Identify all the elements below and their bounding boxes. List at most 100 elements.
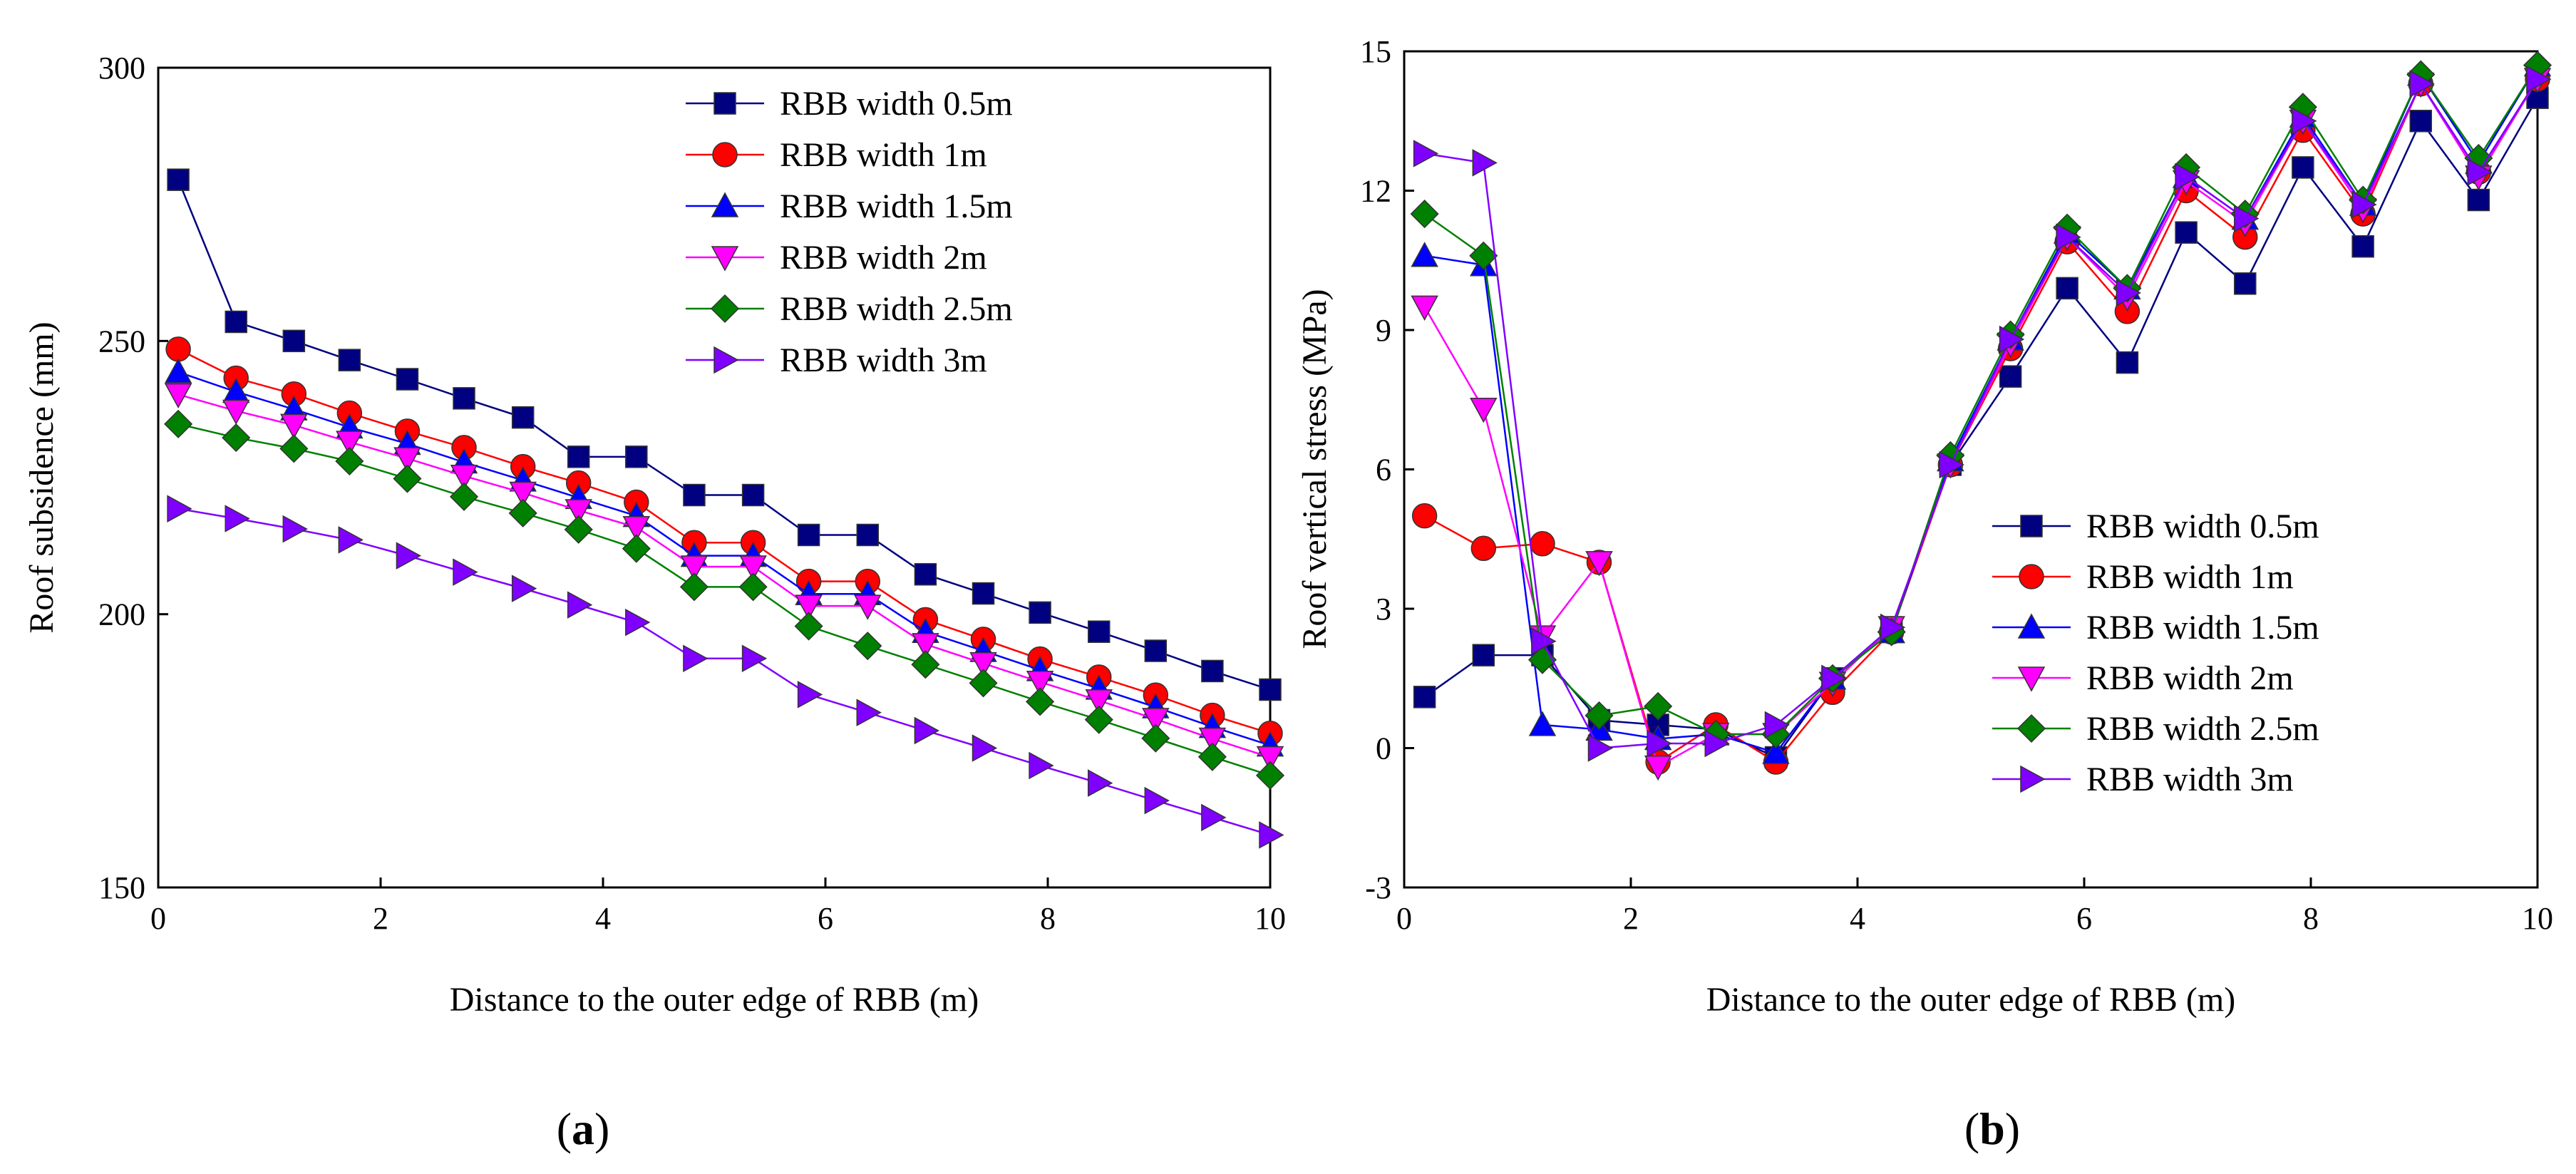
- data-point: [741, 644, 768, 673]
- x-tick-label: 4: [595, 901, 611, 936]
- data-point: [1764, 711, 1791, 739]
- series-rbb-width-2.5m: [164, 409, 1285, 790]
- data-point: [683, 483, 706, 507]
- data-point: [2116, 279, 2141, 307]
- data-point: [2467, 188, 2490, 212]
- series-layer-b: [1410, 51, 2552, 781]
- data-point: [1411, 503, 1438, 529]
- series-layer-a: [164, 168, 1285, 849]
- data-point: [1085, 689, 1113, 715]
- data-point: [1141, 724, 1170, 753]
- legend-entry: RBB width 2.5m: [1992, 710, 2319, 748]
- legend-label: RBB width 3m: [2086, 761, 2294, 798]
- data-point: [335, 446, 364, 476]
- legend-entry: RBB width 1m: [686, 136, 987, 174]
- data-point: [1088, 769, 1113, 797]
- data-point: [1472, 149, 1498, 177]
- legend-label: RBB width 2.5m: [780, 290, 1013, 328]
- data-point: [1029, 751, 1054, 780]
- data-point: [1256, 746, 1284, 772]
- data-point: [1999, 325, 2025, 354]
- data-point: [856, 699, 882, 726]
- data-point: [282, 329, 306, 353]
- legend-b: RBB width 0.5m RBB width 1m RBB width 1.5m…: [1992, 508, 2319, 798]
- plot-frame-a: [157, 66, 1272, 889]
- data-point: [2526, 65, 2552, 93]
- data-point: [453, 387, 475, 410]
- data-point: [914, 716, 939, 745]
- legend-entry: RBB width 0.5m: [686, 85, 1013, 123]
- data-point: [1026, 687, 1055, 716]
- x-tick-label: 6: [818, 901, 833, 936]
- data-point: [794, 612, 823, 641]
- data-point: [164, 409, 193, 438]
- data-point: [1587, 734, 1614, 762]
- data-point: [1470, 535, 1497, 562]
- legend-label: RBB width 0.5m: [780, 85, 1013, 123]
- y-tick-label: 12: [1360, 174, 1391, 209]
- data-point: [2409, 70, 2435, 98]
- data-point: [680, 555, 709, 581]
- data-point: [625, 608, 651, 637]
- legend-a: RBB width 0.5m RBB width 1m RBB width 1.5m…: [686, 85, 1013, 379]
- data-point: [797, 681, 823, 709]
- data-point: [393, 447, 421, 473]
- data-point: [2056, 277, 2078, 300]
- legend-entry: RBB width 1m: [1992, 558, 2294, 596]
- legend-marker: [711, 246, 739, 272]
- data-point: [2409, 110, 2432, 133]
- data-point: [2175, 163, 2200, 191]
- series-rbb-width-2m: [164, 383, 1284, 772]
- x-axis-label-b: Distance to the outer edge of RBB (m): [1706, 981, 2235, 1019]
- legend-marker: [712, 142, 738, 168]
- data-point: [564, 515, 593, 544]
- legend-marker: [2020, 515, 2043, 537]
- data-point: [2351, 190, 2377, 219]
- series-rbb-width-1.5m: [1411, 51, 2552, 764]
- data-point: [1026, 670, 1054, 696]
- data-point: [853, 632, 882, 661]
- series-rbb-width-0.5m: [1413, 86, 2549, 769]
- data-point: [1413, 140, 1439, 168]
- y-tick-label: 0: [1376, 731, 1391, 766]
- data-point: [1704, 729, 1730, 758]
- data-point: [1531, 627, 1557, 655]
- data-point: [565, 499, 592, 525]
- y-axis-label-a: Roof subsidence (mm): [23, 321, 61, 633]
- data-point: [969, 652, 997, 678]
- data-point: [1644, 691, 1673, 721]
- data-point: [1528, 711, 1557, 736]
- data-point: [1259, 821, 1284, 849]
- data-point: [1411, 295, 1438, 321]
- data-point: [1201, 803, 1227, 832]
- data-point: [222, 399, 250, 426]
- data-point: [1198, 727, 1227, 753]
- legend-label: RBB width 1m: [2086, 558, 2294, 596]
- data-point: [511, 575, 537, 602]
- data-point: [856, 523, 880, 547]
- legend-label: RBB width 1.5m: [780, 187, 1013, 225]
- series-rbb-width-2m: [1411, 68, 2552, 781]
- data-point: [1259, 678, 1282, 701]
- legend-marker: [2019, 564, 2044, 589]
- data-point: [1088, 620, 1111, 643]
- data-point: [2292, 156, 2314, 179]
- data-point: [2292, 107, 2317, 135]
- series-rbb-width-3m: [1413, 65, 2552, 762]
- data-point: [453, 558, 478, 586]
- data-point: [509, 481, 537, 508]
- legend-entry: RBB width 2.5m: [686, 290, 1013, 328]
- data-point: [2351, 235, 2374, 258]
- data-point: [795, 594, 823, 620]
- data-point: [282, 515, 308, 543]
- legend-marker: [2017, 666, 2046, 692]
- legend-marker: [710, 294, 740, 324]
- data-point: [167, 168, 190, 191]
- y-axis-label-b: Roof vertical stress (MPa): [1296, 289, 1334, 649]
- legend-entry: RBB width 1.5m: [1992, 609, 2319, 647]
- legend-label: RBB width 2.5m: [2086, 710, 2319, 748]
- x-tick-label: 0: [150, 901, 166, 936]
- data-point: [912, 633, 939, 659]
- x-tick-label: 0: [1396, 901, 1412, 936]
